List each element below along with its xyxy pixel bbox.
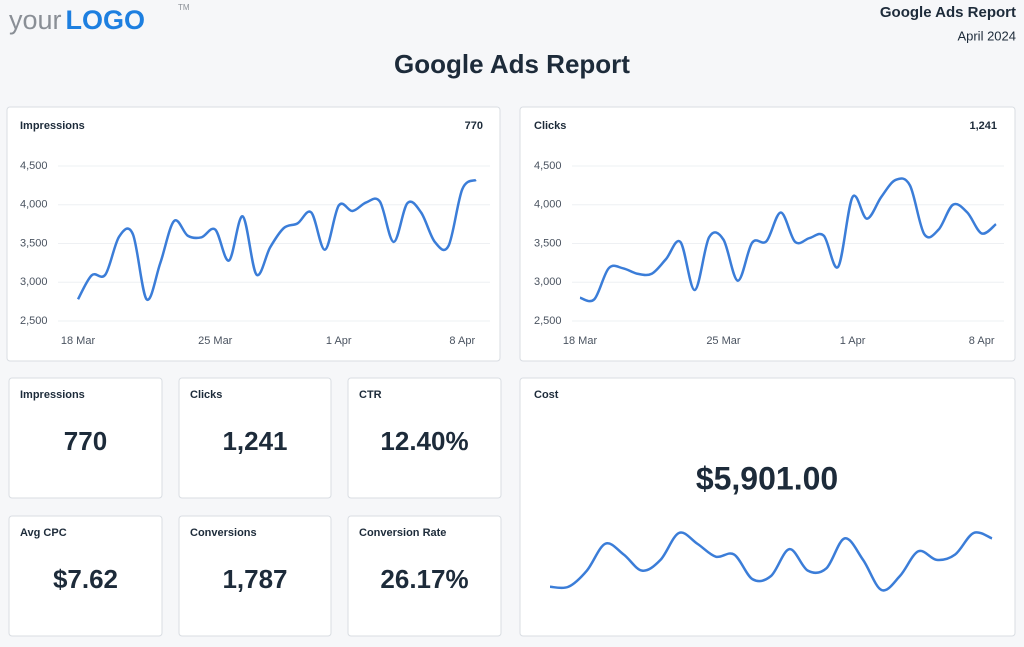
cost-card xyxy=(519,377,1016,637)
chart-title: Clicks xyxy=(534,120,566,132)
x-tick-label: 25 Mar xyxy=(706,335,741,347)
kpi-card xyxy=(347,515,502,637)
line xyxy=(579,177,997,303)
x-tick-label: 18 Mar xyxy=(563,335,598,347)
y-tick-label: 3,500 xyxy=(20,237,48,249)
report-name: Google Ads Report xyxy=(880,4,1016,21)
sparkline xyxy=(549,531,993,592)
y-tick-label: 4,500 xyxy=(534,160,562,172)
y-tick-label: 4,500 xyxy=(20,160,48,172)
report-period: April 2024 xyxy=(957,28,1016,43)
kpi-label: Conversion Rate xyxy=(359,527,446,539)
kpi-value: 1,787 xyxy=(222,564,287,594)
kpi-card xyxy=(8,515,163,637)
trademark: TM xyxy=(178,3,190,12)
kpi-card xyxy=(178,377,332,499)
clicks-card xyxy=(519,106,1016,362)
kpi-value: 770 xyxy=(64,426,107,456)
x-tick-label: 25 Mar xyxy=(198,335,233,347)
kpi-value: 12.40% xyxy=(380,426,468,456)
chart-total: 770 xyxy=(465,120,483,132)
y-tick-label: 3,000 xyxy=(20,276,48,288)
kpi-value: $7.62 xyxy=(53,564,118,594)
line xyxy=(76,178,477,301)
chart-total: $5,901.00 xyxy=(696,460,838,496)
logo-main: LOGO xyxy=(66,5,146,35)
kpi-label: Clicks xyxy=(190,389,222,401)
page-title: Google Ads Report xyxy=(394,49,630,79)
logo-prefix: your xyxy=(9,5,62,35)
x-tick-label: 8 Apr xyxy=(969,335,995,347)
x-tick-label: 8 Apr xyxy=(449,335,475,347)
kpi-label: Avg CPC xyxy=(20,527,67,539)
y-tick-label: 2,500 xyxy=(534,315,562,327)
impressions-card xyxy=(6,106,501,362)
logo: your LOGO xyxy=(9,5,145,35)
y-tick-label: 3,500 xyxy=(534,237,562,249)
kpi-label: Impressions xyxy=(20,389,85,401)
kpi-card xyxy=(8,377,163,499)
kpi-value: 26.17% xyxy=(380,564,468,594)
chart-title: Impressions xyxy=(20,120,85,132)
kpi-label: Conversions xyxy=(190,527,257,539)
kpi-label: CTR xyxy=(359,389,382,401)
kpi-card xyxy=(347,377,502,499)
x-tick-label: 1 Apr xyxy=(326,335,352,347)
chart-title: Cost xyxy=(534,389,559,401)
y-tick-label: 4,000 xyxy=(20,199,48,211)
x-tick-label: 18 Mar xyxy=(61,335,96,347)
chart-total: 1,241 xyxy=(969,120,997,132)
kpi-card xyxy=(178,515,332,637)
kpi-value: 1,241 xyxy=(222,426,287,456)
y-tick-label: 4,000 xyxy=(534,199,562,211)
x-tick-label: 1 Apr xyxy=(840,335,866,347)
y-tick-label: 3,000 xyxy=(534,276,562,288)
y-tick-label: 2,500 xyxy=(20,315,48,327)
